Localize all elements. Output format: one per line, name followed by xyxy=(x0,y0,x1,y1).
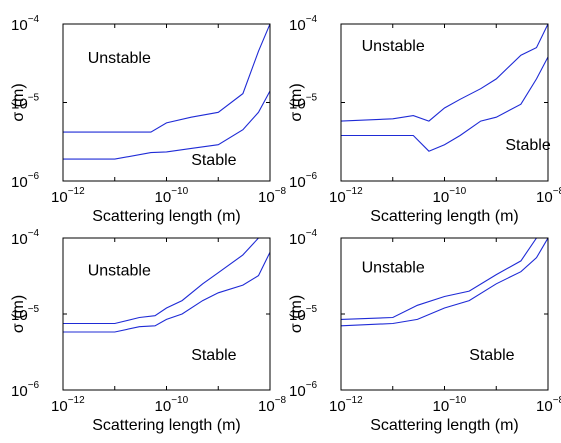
y-axis-label: σ (m) xyxy=(288,83,305,121)
y-axis-label: σ (m) xyxy=(10,83,27,121)
x-tick-label: 10−10 xyxy=(433,186,467,206)
region-label-stable: Stable xyxy=(505,137,550,154)
x-axis-label: Scattering length (m) xyxy=(92,417,241,434)
region-label-unstable: Unstable xyxy=(88,263,151,280)
series-line-2 xyxy=(63,90,270,160)
x-tick-label: 10−8 xyxy=(536,186,561,206)
region-label-stable: Stable xyxy=(191,347,236,364)
x-axis-label: Scattering length (m) xyxy=(92,208,241,225)
y-tick-label: 10−4 xyxy=(289,14,318,34)
plot-frame xyxy=(62,23,271,182)
series-line-1 xyxy=(63,24,270,133)
chart-panel-1: 10−12 10−10 10−8 10−6 10−5 10−4 Scattering len… xyxy=(10,14,287,225)
series-line-2 xyxy=(341,56,548,152)
x-tick-label: 10−8 xyxy=(258,186,287,206)
y-tick-label: 10−6 xyxy=(289,171,318,191)
y-tick-label: 10−5 xyxy=(11,93,40,113)
chart-panel-3: 10−12 10−10 10−8 10−6 10−5 10−4 Scattering len… xyxy=(10,228,287,434)
chart-panel-4: 10−12 10−10 10−8 10−6 10−5 10−4 Scattering len… xyxy=(288,228,561,434)
x-tick-label: 10−10 xyxy=(155,186,189,206)
y-tick-label: 10−6 xyxy=(289,380,318,400)
region-label-unstable: Unstable xyxy=(362,260,425,277)
region-label-stable: Stable xyxy=(469,347,514,364)
y-tick-label: 10−5 xyxy=(289,304,318,324)
x-tick-label: 10−8 xyxy=(536,395,561,415)
y-tick-label: 10−6 xyxy=(11,171,40,191)
series-line-2 xyxy=(341,238,548,327)
series-line-1 xyxy=(63,238,270,325)
y-axis-label: σ (m) xyxy=(10,295,27,333)
x-tick-label: 10−12 xyxy=(329,395,363,415)
y-tick-label: 10−4 xyxy=(11,228,40,248)
y-tick-label: 10−5 xyxy=(289,93,318,113)
x-tick-label: 10−10 xyxy=(155,395,189,415)
y-tick-label: 10−6 xyxy=(11,380,40,400)
chart-panel-2: 10−12 10−10 10−8 10−6 10−5 10−4 Scattering len… xyxy=(288,14,561,225)
x-axis-label: Scattering length (m) xyxy=(370,208,519,225)
x-axis-label: Scattering length (m) xyxy=(370,417,519,434)
plot-frame xyxy=(62,237,271,391)
series-line-2 xyxy=(63,251,270,333)
y-tick-label: 10−5 xyxy=(11,304,40,324)
region-label-stable: Stable xyxy=(191,152,236,169)
series-line-1 xyxy=(341,238,548,320)
x-tick-label: 10−12 xyxy=(329,186,363,206)
series-line-1 xyxy=(341,24,548,122)
x-tick-label: 10−8 xyxy=(258,395,287,415)
region-label-unstable: Unstable xyxy=(362,38,425,55)
y-axis-label: σ (m) xyxy=(288,295,305,333)
x-tick-label: 10−10 xyxy=(433,395,467,415)
y-tick-label: 10−4 xyxy=(11,14,40,34)
y-tick-label: 10−4 xyxy=(289,228,318,248)
x-tick-label: 10−12 xyxy=(51,395,85,415)
region-label-unstable: Unstable xyxy=(88,50,151,67)
x-tick-label: 10−12 xyxy=(51,186,85,206)
